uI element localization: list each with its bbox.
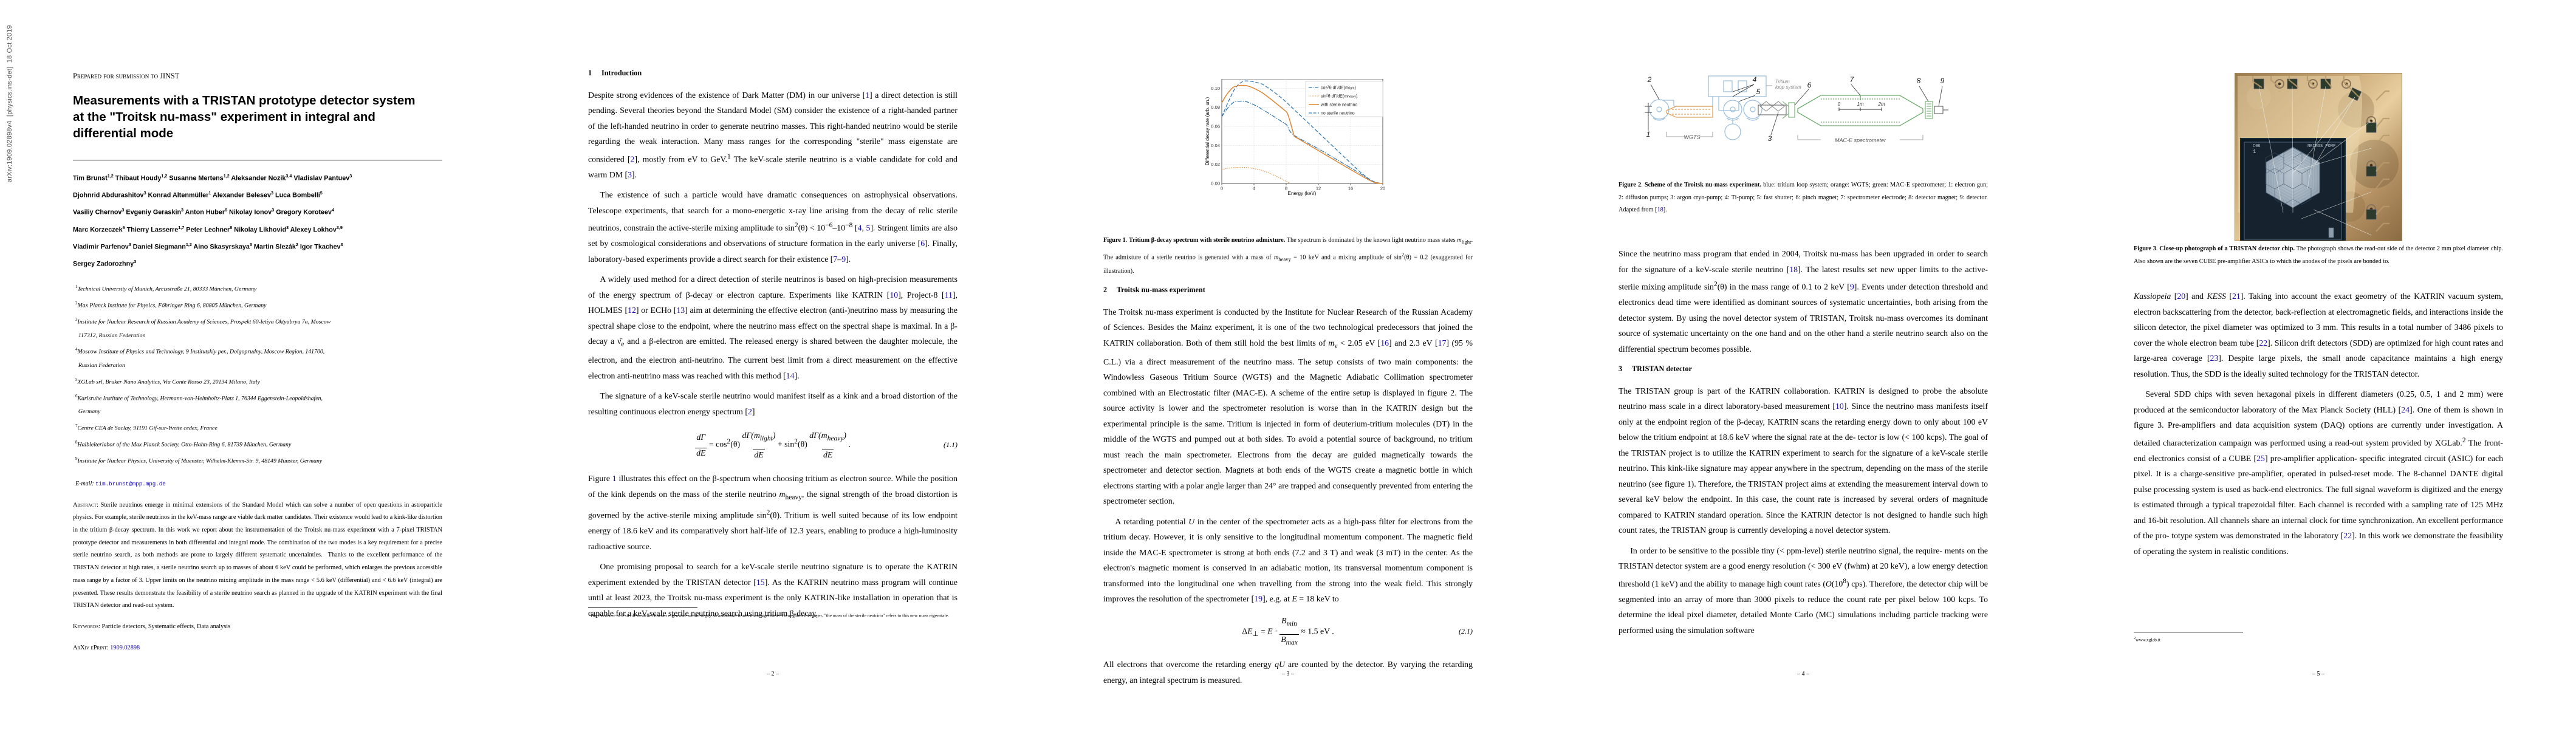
svg-text:0: 0 <box>1838 101 1841 107</box>
svg-text:5: 5 <box>1756 87 1761 96</box>
svg-text:0.08: 0.08 <box>1211 104 1220 110</box>
svg-text:0.00: 0.00 <box>1211 181 1220 187</box>
svg-text:7: 7 <box>1850 75 1855 84</box>
svg-text:1m: 1m <box>1857 101 1863 107</box>
svg-text:1: 1 <box>1646 130 1651 139</box>
svg-text:16: 16 <box>1348 186 1353 191</box>
svg-text:with sterile neutrino: with sterile neutrino <box>1320 103 1357 108</box>
svg-text:4: 4 <box>1253 186 1255 191</box>
svg-text:0: 0 <box>1221 186 1223 191</box>
svg-text:12: 12 <box>1316 186 1321 191</box>
svg-text:WGTS: WGTS <box>1684 134 1701 140</box>
svg-text:2: 2 <box>1647 75 1652 84</box>
svg-text:NRINGS POMP: NRINGS POMP <box>2307 144 2335 149</box>
svg-text:no sterile neutrino: no sterile neutrino <box>1321 112 1355 116</box>
svg-text:0.06: 0.06 <box>1211 124 1220 129</box>
svg-text:0.02: 0.02 <box>1211 162 1220 167</box>
svg-text:0.10: 0.10 <box>1211 86 1220 91</box>
svg-text:8: 8 <box>1285 186 1287 191</box>
svg-text:1: 1 <box>2253 149 2256 155</box>
svg-text:0.04: 0.04 <box>1211 143 1220 148</box>
svg-text:C06: C06 <box>2253 144 2261 149</box>
svg-text:20: 20 <box>1380 186 1385 191</box>
svg-text:6: 6 <box>1807 81 1812 89</box>
svg-text:2m: 2m <box>1877 101 1885 107</box>
svg-text:4: 4 <box>1753 75 1757 84</box>
svg-text:3: 3 <box>1768 134 1772 143</box>
svg-text:MAC-E spectrometer: MAC-E spectrometer <box>1835 137 1886 143</box>
svg-text:cos2θ dΓ/dE(mlight): cos2θ dΓ/dE(mlight) <box>1321 86 1356 91</box>
svg-text:Differential decay rate (arb.: Differential decay rate (arb. un.) <box>1205 97 1210 165</box>
svg-text:9: 9 <box>1941 77 1945 85</box>
svg-text:loop system: loop system <box>1775 84 1801 90</box>
svg-text:8: 8 <box>1917 77 1921 85</box>
svg-text:Energy (keV): Energy (keV) <box>1288 191 1317 196</box>
svg-text:Tritium: Tritium <box>1775 79 1790 84</box>
